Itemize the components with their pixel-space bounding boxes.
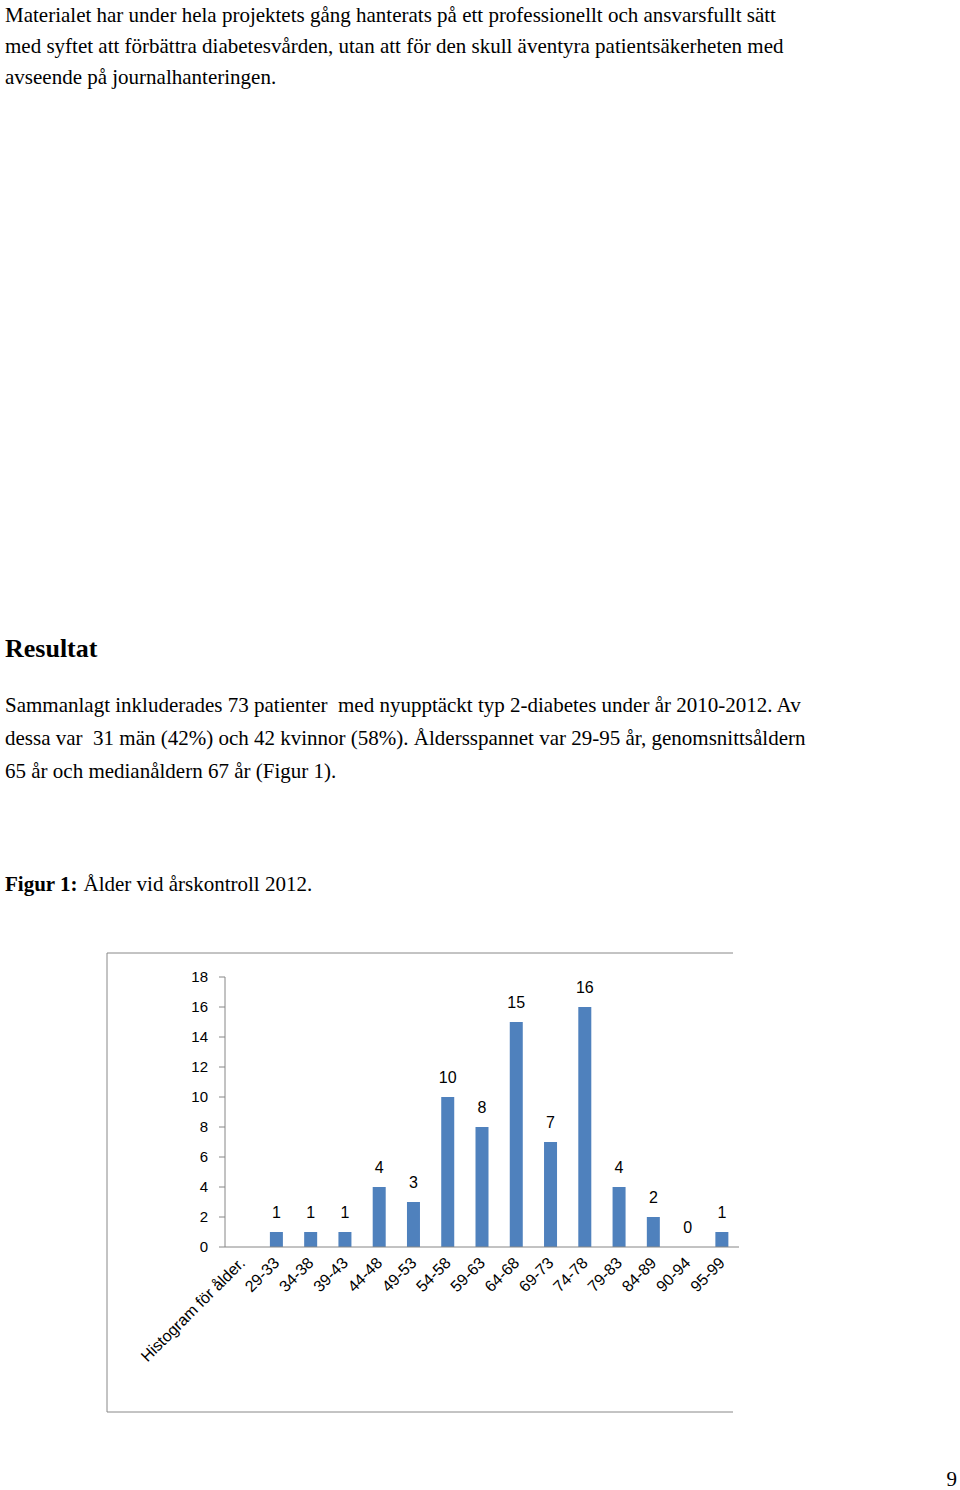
y-tick xyxy=(219,1247,225,1248)
caption-label: Figur 1: xyxy=(5,872,78,896)
y-tick-label: 14 xyxy=(191,1028,208,1045)
bar xyxy=(441,1097,454,1247)
heading: Resultat xyxy=(5,634,98,663)
bar xyxy=(715,1232,728,1247)
data-label: 7 xyxy=(546,1114,555,1131)
y-tick xyxy=(219,977,225,978)
x-tick-label: 74-78 xyxy=(550,1254,591,1295)
y-tick xyxy=(219,1037,225,1038)
y-tick-label: 6 xyxy=(200,1148,208,1165)
bar xyxy=(338,1232,351,1247)
y-tick-label: 10 xyxy=(191,1088,208,1105)
chart-frame xyxy=(107,953,108,1412)
data-label: 1 xyxy=(306,1204,315,1221)
x-tick-label: 79-83 xyxy=(584,1254,625,1295)
bar xyxy=(373,1187,386,1247)
data-label: 1 xyxy=(272,1204,281,1221)
bar xyxy=(476,1127,489,1247)
x-tick-label: Histogram för ålder. xyxy=(138,1254,249,1365)
paragraph-line: dessa var 31 män (42%) och 42 kvinnor (5… xyxy=(5,726,806,750)
data-label: 3 xyxy=(409,1174,418,1191)
y-tick-label: 0 xyxy=(200,1238,208,1255)
y-tick-label: 18 xyxy=(191,968,208,985)
paragraph-line: med syftet att förbättra diabetesvården,… xyxy=(5,34,784,58)
bar xyxy=(407,1202,420,1247)
y-tick xyxy=(219,1007,225,1008)
bar xyxy=(578,1007,591,1247)
bar xyxy=(304,1232,317,1247)
y-tick-label: 16 xyxy=(191,998,208,1015)
x-tick-label: 29-33 xyxy=(242,1254,283,1295)
paragraph-line: Sammanlagt inkluderades 73 patienter med… xyxy=(5,693,801,717)
figure-caption: Figur 1:Ålder vid årskontroll 2012. xyxy=(5,872,312,896)
data-label: 15 xyxy=(507,994,525,1011)
y-tick xyxy=(219,1067,225,1068)
data-label: 4 xyxy=(615,1159,624,1176)
x-tick-label: 34-38 xyxy=(276,1254,317,1295)
y-tick xyxy=(219,1157,225,1158)
page: Materialet har under hela projektets gån… xyxy=(0,0,960,1490)
y-tick-label: 8 xyxy=(200,1118,208,1135)
data-label: 10 xyxy=(439,1069,457,1086)
x-axis xyxy=(225,1247,739,1248)
data-label: 0 xyxy=(683,1219,692,1236)
chart-frame xyxy=(107,1412,733,1413)
data-label: 2 xyxy=(649,1189,658,1206)
bar xyxy=(270,1232,283,1247)
x-tick-label: 90-94 xyxy=(653,1254,694,1295)
x-tick-label: 69-73 xyxy=(516,1254,557,1295)
x-tick-label: 84-89 xyxy=(618,1254,659,1295)
x-tick-label: 64-68 xyxy=(481,1254,522,1295)
x-tick-label: 49-53 xyxy=(379,1254,420,1295)
y-tick xyxy=(219,1187,225,1188)
bars xyxy=(270,1007,728,1247)
bar xyxy=(613,1187,626,1247)
bar xyxy=(544,1142,557,1247)
y-tick xyxy=(219,1217,225,1218)
data-label: 1 xyxy=(717,1204,726,1221)
paragraph-line: 65 år och medianåldern 67 år (Figur 1). xyxy=(5,759,336,783)
chart-frame xyxy=(107,953,733,954)
x-tick-label: 95-99 xyxy=(687,1254,728,1295)
bar xyxy=(647,1217,660,1247)
y-tick-label: 4 xyxy=(200,1178,208,1195)
data-label: 1 xyxy=(340,1204,349,1221)
y-tick xyxy=(219,1097,225,1098)
data-label: 8 xyxy=(478,1099,487,1116)
paragraph-line: Materialet har under hela projektets gån… xyxy=(5,3,776,27)
data-label: 16 xyxy=(576,979,594,996)
paragraph-line: avseende på journalhanteringen. xyxy=(5,65,276,89)
x-tick-label: 54-58 xyxy=(413,1254,454,1295)
page-number: 9 xyxy=(947,1467,958,1490)
y-axis xyxy=(225,977,226,1247)
caption-text: Ålder vid årskontroll 2012. xyxy=(84,872,313,896)
bar xyxy=(510,1022,523,1247)
y-tick-label: 12 xyxy=(191,1058,208,1075)
y-tick-label: 2 xyxy=(200,1208,208,1225)
data-label: 4 xyxy=(375,1159,384,1176)
x-tick-label: 39-43 xyxy=(310,1254,351,1295)
x-tick-label: 59-63 xyxy=(447,1254,488,1295)
x-tick-label: 44-48 xyxy=(344,1254,385,1295)
y-tick xyxy=(219,1127,225,1128)
